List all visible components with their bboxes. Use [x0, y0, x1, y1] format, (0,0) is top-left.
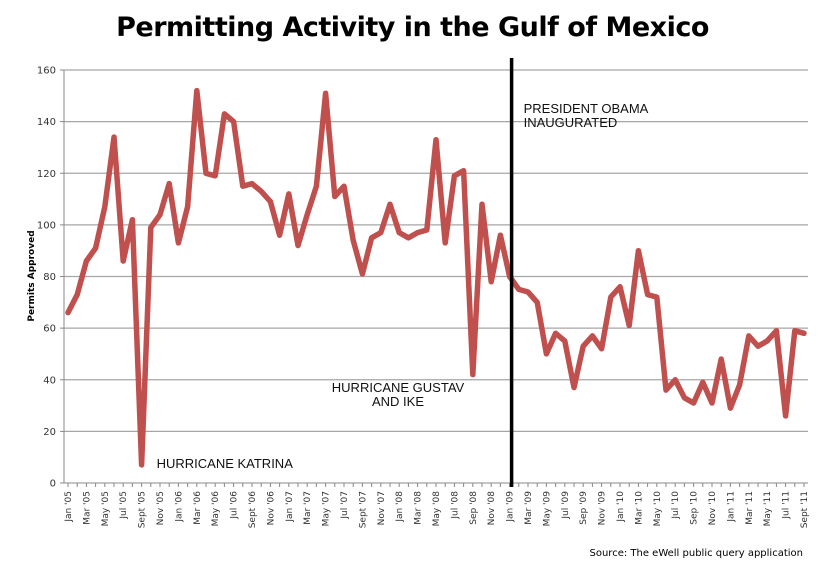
x-tick-label: May '07 [322, 491, 332, 526]
series-line-permits-approved [65, 87, 807, 468]
series-layer [65, 87, 807, 468]
y-tick-label: 0 [50, 479, 56, 490]
x-tick-label: Jan '08 [395, 491, 405, 523]
y-axis: 0 20 40 60 80 100 120 140 160 [37, 66, 65, 490]
x-tick-label: Nov '09 [598, 491, 608, 526]
annotations-layer: HURRICANE KATRINA HURRICANE GUSTAV AND IKE… [157, 101, 649, 471]
x-tick-label: Jul '07 [340, 491, 350, 520]
x-tick-label: Nov '05 [156, 491, 166, 525]
annotation-obama-inaugurated: PRESIDENT OBAMA INAUGURATED [524, 101, 649, 130]
x-tick-label: Nov '08 [487, 491, 497, 526]
x-tick-label: Mar '11 [745, 491, 755, 525]
x-tick-label: Sept '06 [248, 491, 258, 529]
x-tick-label: Mar '09 [524, 491, 534, 525]
gridlines [64, 69, 808, 432]
x-tick-label: Jul '05 [119, 491, 129, 520]
y-tick-label: 80 [43, 272, 56, 283]
x-tick-label: Sept '07 [358, 491, 368, 528]
x-tick-label: Sep '10 [690, 491, 700, 525]
annotation-line: HURRICANE GUSTAV [332, 380, 465, 395]
x-axis: Jan '05 Mar '05 May '05 Jul '05 Sept '05 Nov … [64, 482, 810, 529]
x-tick-label: Mar '05 [82, 491, 92, 525]
x-tick-label: Nov '06 [266, 491, 276, 526]
x-tick-label: May '08 [432, 491, 442, 527]
x-tick-label: Sep '09 [579, 491, 589, 525]
chart-title: Permitting Activity in the Gulf of Mexic… [116, 12, 709, 43]
x-tick-label: Sept '11 [800, 491, 810, 528]
x-tick-label: Mar '08 [414, 491, 424, 525]
y-tick-label: 40 [43, 375, 56, 386]
y-tick-label: 160 [37, 66, 56, 77]
x-tick-label: May '11 [763, 491, 773, 526]
y-axis-label: Permits Approved [27, 230, 37, 321]
x-tick-label: May '09 [542, 491, 552, 527]
x-tick-label: May '06 [211, 491, 221, 527]
x-tick-label: May '10 [653, 491, 663, 527]
annotation-line: INAUGURATED [524, 115, 618, 130]
x-tick-label: Jan '07 [285, 491, 295, 523]
x-tick-label: Nov '07 [377, 491, 387, 525]
annotation-line: AND IKE [372, 394, 424, 409]
x-tick-label: Mar '07 [303, 491, 313, 525]
annotation-line: PRESIDENT OBAMA [524, 101, 649, 116]
x-tick-label: Jul '11 [782, 491, 792, 520]
x-tick-label: Nov '10 [708, 491, 718, 526]
x-tick-label: Sep '08 [469, 491, 479, 525]
x-tick-label: May '05 [101, 491, 111, 526]
x-tick-label: Jul '08 [450, 491, 460, 520]
y-tick-label: 20 [43, 427, 56, 438]
source-note: Source: The eWell public query applicati… [589, 548, 804, 559]
x-tick-label: Jul '06 [230, 491, 240, 520]
y-tick-label: 100 [37, 220, 56, 231]
x-tick-label: Jul '10 [671, 491, 681, 520]
x-tick-label: Jan '11 [726, 491, 736, 523]
annotation-hurricane-gustav-ike: HURRICANE GUSTAV AND IKE [332, 380, 465, 409]
x-tick-label: Jan '05 [64, 491, 74, 523]
x-tick-label: Mar '10 [634, 491, 644, 525]
y-tick-label: 140 [37, 117, 56, 128]
x-tick-label: Jul '09 [561, 491, 571, 520]
x-tick-label: Mar '06 [193, 491, 203, 525]
y-tick-label: 120 [37, 169, 56, 180]
x-tick-label: Jan '10 [616, 491, 626, 523]
y-tick-label: 60 [43, 324, 56, 335]
x-tick-label: Jan '06 [174, 491, 184, 523]
x-tick-label: Sept '05 [138, 491, 148, 528]
annotation-hurricane-katrina: HURRICANE KATRINA [157, 456, 294, 471]
x-tick-label: Jan '09 [506, 491, 516, 523]
